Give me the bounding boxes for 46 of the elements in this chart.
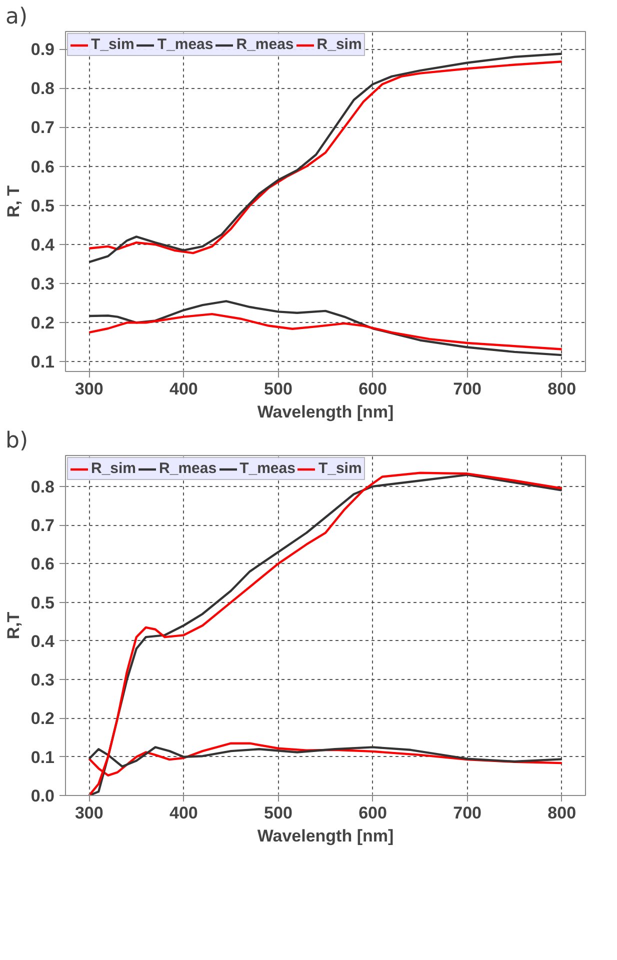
x-tick-label: 600 xyxy=(358,380,387,398)
y-tick-label: 0.6 xyxy=(30,554,55,574)
chart-title: b) xyxy=(6,428,28,454)
y-tick-label: 0.6 xyxy=(30,157,55,176)
line-series xyxy=(88,300,563,356)
x-tick-label: 800 xyxy=(548,804,576,822)
y-tick-label: 0.2 xyxy=(30,314,55,333)
y-axis-title: R, T xyxy=(4,184,23,218)
chart-title: a) xyxy=(6,4,28,30)
y-axis-title: R,T xyxy=(4,611,23,640)
y-tick-label: 0.4 xyxy=(30,235,56,254)
y-tick-label: 0.1 xyxy=(30,748,55,767)
legend-label: T_meas xyxy=(240,460,296,477)
legend-label: R_meas xyxy=(159,460,217,477)
x-axis-title: Wavelength [nm] xyxy=(257,826,394,846)
y-tick-label: 0.3 xyxy=(30,274,55,294)
y-tick-label: 0.4 xyxy=(30,632,56,651)
y-tick-label: 0.1 xyxy=(30,352,55,372)
legend-label: T_sim xyxy=(91,36,134,53)
legend-label: R_sim xyxy=(91,460,136,477)
x-tick-label: 300 xyxy=(74,804,104,822)
legend-label: T_sim xyxy=(318,460,362,477)
x-tick-label: 600 xyxy=(358,804,387,822)
legend-label: R_sim xyxy=(316,36,362,53)
y-tick-label: 0.8 xyxy=(30,477,55,496)
x-tick-label: 800 xyxy=(548,380,576,398)
y-tick-label: 0.7 xyxy=(30,516,55,536)
y-tick-label: 0.3 xyxy=(30,670,55,690)
x-tick-label: 700 xyxy=(453,804,482,822)
legend-label: T_meas xyxy=(157,36,214,53)
y-tick-label: 0.2 xyxy=(30,709,55,728)
y-tick-label: 0.7 xyxy=(30,118,55,138)
y-tick-label: 0.5 xyxy=(30,593,55,612)
x-tick-label: 400 xyxy=(170,804,198,822)
line-series xyxy=(88,312,563,350)
legend-label: R_meas xyxy=(236,36,294,53)
x-tick-label: 500 xyxy=(264,804,292,822)
x-tick-label: 300 xyxy=(74,380,104,398)
y-tick-label: 0.9 xyxy=(30,40,55,60)
x-tick-label: 500 xyxy=(264,380,292,398)
y-tick-label: 0.8 xyxy=(30,79,55,98)
y-tick-label: 0.0 xyxy=(30,786,55,806)
y-tick-label: 0.5 xyxy=(30,196,55,216)
x-tick-label: 400 xyxy=(170,380,198,398)
x-tick-label: 700 xyxy=(453,380,482,398)
x-axis-title: Wavelength [nm] xyxy=(257,402,394,422)
